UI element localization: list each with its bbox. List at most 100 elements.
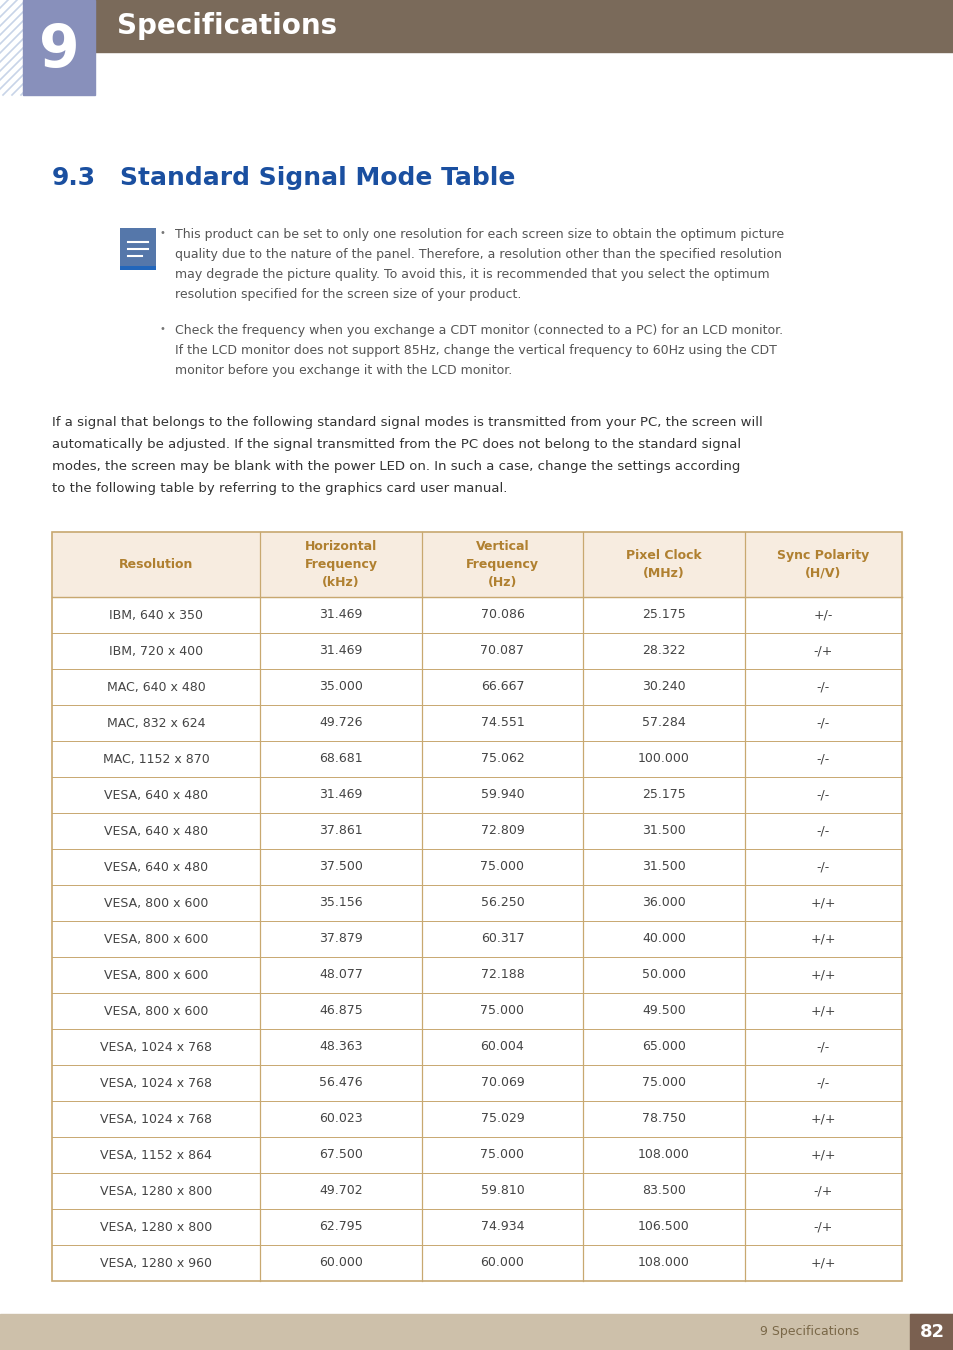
Text: 57.284: 57.284 — [641, 717, 685, 729]
Text: Standard Signal Mode Table: Standard Signal Mode Table — [120, 166, 515, 190]
Bar — [52, 532, 901, 1281]
Text: 25.175: 25.175 — [641, 788, 685, 802]
Text: 9.3: 9.3 — [52, 166, 96, 190]
Text: may degrade the picture quality. To avoid this, it is recommended that you selec: may degrade the picture quality. To avoi… — [174, 269, 769, 281]
Text: +/+: +/+ — [810, 1112, 835, 1126]
Text: 70.086: 70.086 — [480, 609, 524, 621]
Text: MAC, 832 x 624: MAC, 832 x 624 — [107, 717, 205, 729]
Text: MAC, 640 x 480: MAC, 640 x 480 — [107, 680, 205, 694]
Text: 59.810: 59.810 — [480, 1184, 524, 1197]
Text: VESA, 640 x 480: VESA, 640 x 480 — [104, 788, 208, 802]
Text: 72.188: 72.188 — [480, 968, 524, 981]
Text: 100.000: 100.000 — [638, 752, 689, 765]
Text: 49.500: 49.500 — [641, 1004, 685, 1018]
Text: +/+: +/+ — [810, 896, 835, 910]
Text: 106.500: 106.500 — [638, 1220, 689, 1234]
Text: -/-: -/- — [816, 680, 829, 694]
Text: 60.004: 60.004 — [480, 1041, 524, 1053]
Text: If the LCD monitor does not support 85Hz, change the vertical frequency to 60Hz : If the LCD monitor does not support 85Hz… — [174, 344, 776, 356]
Text: 49.702: 49.702 — [319, 1184, 362, 1197]
Text: 50.000: 50.000 — [641, 968, 685, 981]
Text: -/+: -/+ — [813, 644, 832, 657]
Text: +/+: +/+ — [810, 1257, 835, 1269]
Text: -/+: -/+ — [813, 1184, 832, 1197]
Text: IBM, 720 x 400: IBM, 720 x 400 — [109, 644, 203, 657]
Text: +/-: +/- — [813, 609, 832, 621]
Text: 56.250: 56.250 — [480, 896, 524, 910]
Text: -/-: -/- — [816, 1041, 829, 1053]
Text: automatically be adjusted. If the signal transmitted from the PC does not belong: automatically be adjusted. If the signal… — [52, 437, 740, 451]
Text: 70.069: 70.069 — [480, 1076, 524, 1089]
Text: quality due to the nature of the panel. Therefore, a resolution other than the s: quality due to the nature of the panel. … — [174, 248, 781, 261]
Text: 56.476: 56.476 — [319, 1076, 362, 1089]
Text: 82: 82 — [919, 1323, 943, 1341]
Text: If a signal that belongs to the following standard signal modes is transmitted f: If a signal that belongs to the followin… — [52, 416, 762, 429]
Text: Check the frequency when you exchange a CDT monitor (connected to a PC) for an L: Check the frequency when you exchange a … — [174, 324, 782, 338]
Text: 60.023: 60.023 — [319, 1112, 362, 1126]
Text: 9: 9 — [39, 22, 79, 80]
Text: Resolution: Resolution — [119, 558, 193, 571]
Text: 74.551: 74.551 — [480, 717, 524, 729]
Text: 67.500: 67.500 — [318, 1149, 362, 1161]
Text: 48.077: 48.077 — [318, 968, 362, 981]
Text: 75.000: 75.000 — [641, 1076, 685, 1089]
Text: 37.861: 37.861 — [319, 825, 362, 837]
Text: VESA, 1280 x 800: VESA, 1280 x 800 — [100, 1184, 212, 1197]
Text: -/-: -/- — [816, 717, 829, 729]
Text: 35.000: 35.000 — [318, 680, 362, 694]
Text: VESA, 1152 x 864: VESA, 1152 x 864 — [100, 1149, 212, 1161]
Text: 49.726: 49.726 — [319, 717, 362, 729]
Text: -/-: -/- — [816, 825, 829, 837]
Text: 60.317: 60.317 — [480, 933, 524, 945]
Text: 75.000: 75.000 — [480, 1149, 524, 1161]
Text: 31.500: 31.500 — [641, 860, 685, 873]
Text: +/+: +/+ — [810, 933, 835, 945]
Text: 59.940: 59.940 — [480, 788, 524, 802]
Text: -/+: -/+ — [813, 1220, 832, 1234]
Text: VESA, 800 x 600: VESA, 800 x 600 — [104, 1004, 208, 1018]
Text: 62.795: 62.795 — [319, 1220, 362, 1234]
Text: Vertical
Frequency
(Hz): Vertical Frequency (Hz) — [465, 540, 538, 589]
Text: -/-: -/- — [816, 1076, 829, 1089]
Text: Sync Polarity
(H/V): Sync Polarity (H/V) — [777, 549, 868, 580]
Text: 108.000: 108.000 — [638, 1257, 689, 1269]
Text: 108.000: 108.000 — [638, 1149, 689, 1161]
Text: -/-: -/- — [816, 752, 829, 765]
Text: 75.000: 75.000 — [480, 1004, 524, 1018]
Text: VESA, 1280 x 960: VESA, 1280 x 960 — [100, 1257, 212, 1269]
Bar — [52, 532, 901, 597]
Text: 31.469: 31.469 — [319, 644, 362, 657]
Text: 65.000: 65.000 — [641, 1041, 685, 1053]
Text: 40.000: 40.000 — [641, 933, 685, 945]
Text: Horizontal
Frequency
(kHz): Horizontal Frequency (kHz) — [304, 540, 377, 589]
Text: 83.500: 83.500 — [641, 1184, 685, 1197]
Text: Pixel Clock
(MHz): Pixel Clock (MHz) — [625, 549, 701, 580]
Text: VESA, 1280 x 800: VESA, 1280 x 800 — [100, 1220, 212, 1234]
Text: +/+: +/+ — [810, 1149, 835, 1161]
Text: Specifications: Specifications — [117, 12, 336, 40]
Text: monitor before you exchange it with the LCD monitor.: monitor before you exchange it with the … — [174, 364, 512, 377]
Text: modes, the screen may be blank with the power LED on. In such a case, change the: modes, the screen may be blank with the … — [52, 460, 740, 472]
Text: 78.750: 78.750 — [641, 1112, 685, 1126]
Bar — [0, 1314, 953, 1350]
Text: 75.000: 75.000 — [480, 860, 524, 873]
Text: VESA, 1024 x 768: VESA, 1024 x 768 — [100, 1076, 212, 1089]
Text: VESA, 1024 x 768: VESA, 1024 x 768 — [100, 1041, 212, 1053]
Text: 35.156: 35.156 — [319, 896, 362, 910]
Text: VESA, 800 x 600: VESA, 800 x 600 — [104, 933, 208, 945]
Text: VESA, 640 x 480: VESA, 640 x 480 — [104, 860, 208, 873]
Text: 36.000: 36.000 — [641, 896, 685, 910]
Text: MAC, 1152 x 870: MAC, 1152 x 870 — [103, 752, 210, 765]
Bar — [120, 266, 156, 270]
Text: VESA, 800 x 600: VESA, 800 x 600 — [104, 896, 208, 910]
Text: This product can be set to only one resolution for each screen size to obtain th: This product can be set to only one reso… — [174, 228, 783, 242]
Text: to the following table by referring to the graphics card user manual.: to the following table by referring to t… — [52, 482, 507, 495]
Text: 37.500: 37.500 — [318, 860, 362, 873]
Bar — [120, 228, 156, 270]
Text: 75.029: 75.029 — [480, 1112, 524, 1126]
Text: VESA, 640 x 480: VESA, 640 x 480 — [104, 825, 208, 837]
Text: 75.062: 75.062 — [480, 752, 524, 765]
Text: 30.240: 30.240 — [641, 680, 685, 694]
Text: +/+: +/+ — [810, 968, 835, 981]
Text: 68.681: 68.681 — [319, 752, 362, 765]
